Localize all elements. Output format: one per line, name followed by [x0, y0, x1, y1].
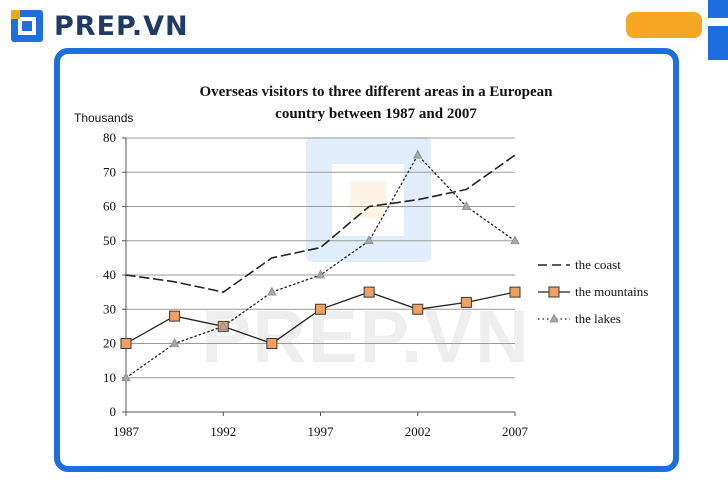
- brand-name: PREP.VN: [54, 10, 189, 42]
- data-point-the-lakes: [218, 321, 228, 330]
- chart-title-line-1: Overseas visitors to three different are…: [199, 84, 553, 100]
- legend-marker-the-lakes: [549, 313, 559, 323]
- chart-card: PREP.VN Overseas visitors to three diffe…: [54, 48, 679, 472]
- series-line-the-coast: [125, 154, 516, 293]
- legend-marker-the-mountains: [548, 286, 560, 298]
- data-point-the-mountains: [120, 338, 132, 349]
- y-tick-label: 60: [103, 199, 116, 214]
- x-tick-label: 1987: [113, 424, 140, 439]
- data-point-the-mountains: [412, 303, 424, 315]
- corner-decoration: [626, 0, 728, 60]
- gridlines: [126, 137, 515, 379]
- legend-label-the-lakes: the lakes: [575, 311, 621, 326]
- x-tick-label: 2002: [405, 424, 431, 439]
- y-tick-label: 30: [103, 301, 116, 316]
- data-point-the-lakes: [121, 372, 131, 382]
- y-tick-label: 0: [110, 404, 117, 419]
- x-tick-labels: 1987 1992 1997 2002 2007: [113, 424, 529, 439]
- y-tick-label: 70: [103, 164, 116, 179]
- data-point-the-lakes: [413, 149, 423, 159]
- y-tick-label: 80: [103, 130, 116, 145]
- data-point-the-mountains: [169, 310, 181, 322]
- line-chart: PREP.VN Overseas visitors to three diffe…: [74, 84, 648, 439]
- y-tick-labels: 0 10 20 30 40 50 60 70 80: [103, 130, 116, 419]
- prep-logo-icon: [11, 10, 43, 42]
- data-point-the-mountains: [315, 303, 326, 315]
- legend-label-the-coast: the coast: [575, 257, 621, 272]
- legend-label-the-mountains: the mountains: [575, 284, 648, 299]
- y-tick-label: 40: [103, 267, 116, 282]
- data-point-the-mountains: [266, 338, 278, 349]
- data-point-the-lakes: [510, 235, 520, 245]
- data-point-the-lakes: [461, 201, 472, 210]
- x-tick-label: 1992: [210, 424, 236, 439]
- y-axis-label: Thousands: [74, 111, 133, 125]
- data-point-the-mountains: [509, 286, 521, 298]
- data-point-the-lakes: [364, 235, 374, 245]
- chart-title-line-2: country between 1987 and 2007: [275, 106, 477, 122]
- data-point-the-mountains: [363, 286, 375, 298]
- legend: the coast the mountains the lakes: [538, 257, 648, 326]
- y-tick-label: 50: [103, 233, 116, 248]
- y-tick-label: 10: [103, 370, 116, 385]
- data-point-the-lakes: [169, 338, 180, 347]
- data-point-the-lakes: [267, 286, 277, 296]
- watermark: PREP.VN: [201, 137, 529, 378]
- brand-header: PREP.VN: [10, 6, 189, 46]
- y-tick-label: 20: [103, 336, 116, 351]
- data-point-the-lakes: [315, 269, 326, 279]
- x-tick-label: 2007: [502, 424, 529, 439]
- x-tick-label: 1997: [308, 424, 335, 439]
- data-point-the-mountains: [460, 296, 472, 308]
- series-markers: [120, 149, 521, 382]
